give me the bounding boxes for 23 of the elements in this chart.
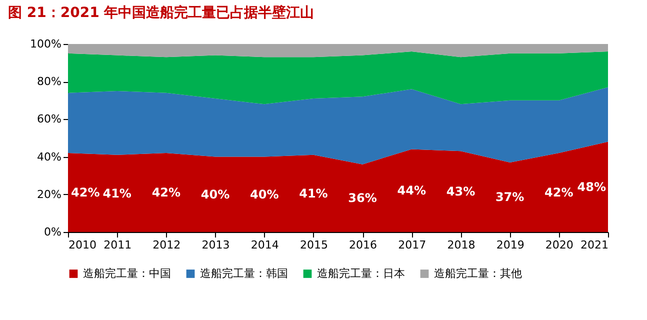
x-tick-label: 2015 — [300, 238, 328, 252]
x-tick-label: 2011 — [104, 238, 132, 252]
x-tick-label: 2017 — [398, 238, 426, 252]
x-tick-label: 2019 — [496, 238, 524, 252]
x-tick-label: 2018 — [447, 238, 476, 252]
chart-title: 图 21：2021 年中国造船完工量已占据半壁江山 — [8, 4, 314, 21]
legend-label: 造船完工量：韩国 — [200, 266, 288, 280]
y-tick-label: 40% — [37, 150, 62, 164]
x-tick-label: 2020 — [545, 238, 574, 252]
legend-label: 造船完工量：日本 — [317, 266, 405, 280]
y-tick-label: 100% — [30, 38, 62, 50]
x-tick-label: 2013 — [202, 238, 230, 252]
x-tick-label: 2012 — [152, 238, 181, 252]
y-tick-label: 20% — [37, 188, 62, 201]
x-tick-label: 2010 — [68, 238, 96, 252]
y-tick-label: 0% — [44, 226, 62, 238]
x-tick-label: 2021 — [580, 238, 608, 252]
y-tick-label: 80% — [37, 75, 62, 88]
legend-label: 造船完工量：中国 — [83, 266, 171, 280]
y-tick-label: 60% — [37, 112, 62, 126]
x-tick-label: 2016 — [349, 238, 378, 252]
x-tick-label: 2014 — [250, 238, 279, 252]
legend-label: 造船完工量：其他 — [434, 266, 522, 280]
